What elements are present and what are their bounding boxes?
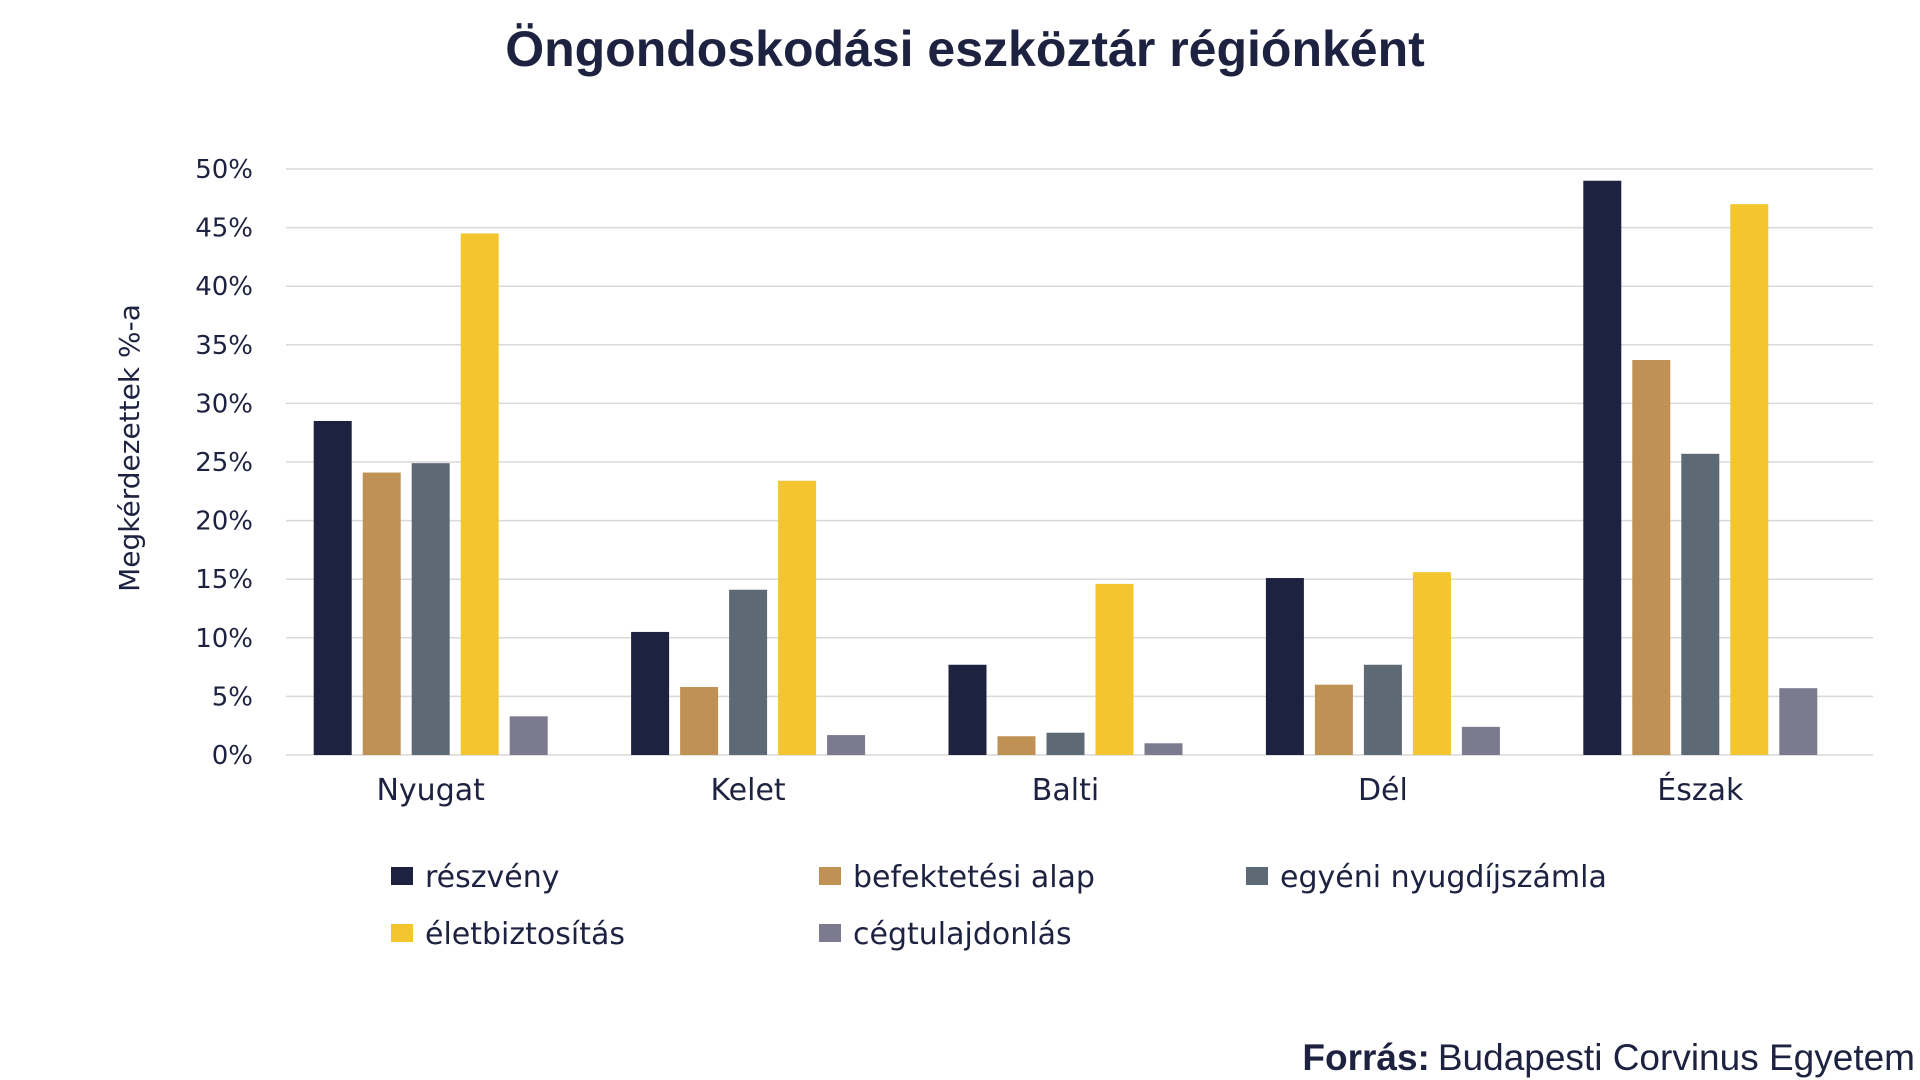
y-tick-label: 10% [195,624,253,654]
bars [313,180,1818,756]
x-category-label: Kelet [710,773,785,808]
bar [1363,664,1402,755]
bar [1779,688,1818,755]
source-text: Budapesti Corvinus Egyetem [1438,1037,1915,1078]
bar [827,735,866,755]
y-tick-label: 5% [212,682,253,712]
bar [1095,583,1134,755]
bar [362,472,401,755]
legend-swatch [819,867,841,885]
legend-label: részvény [425,860,560,895]
bar [1144,743,1183,755]
source-label: Forrás: [1302,1037,1429,1078]
y-tick-label: 30% [195,389,253,419]
legend-label: életbiztosítás [425,917,625,952]
x-category-label: Balti [1032,773,1099,808]
bar [1632,360,1671,755]
bar [948,664,987,755]
y-axis-ticks: 0% 5% 10% 15% 20% 25% 30% 35% 40% 45% 50% [195,155,253,771]
y-tick-label: 15% [195,565,253,595]
y-tick-label: 45% [195,214,253,244]
y-tick-label: 25% [195,448,253,478]
bar [411,463,450,755]
y-tick-label: 50% [195,155,253,185]
legend-swatch [1246,867,1268,885]
source-note: Forrás: Budapesti Corvinus Egyetem [1302,1037,1915,1078]
x-axis-categories: Nyugat Kelet Balti Dél Észak [376,772,1743,808]
bar [997,736,1036,755]
bar [1265,578,1304,755]
bar [460,233,499,755]
legend-label: cégtulajdonlás [853,917,1072,952]
bar [1412,572,1451,755]
bar [1583,180,1622,756]
y-tick-label: 40% [195,272,253,302]
y-tick-label: 35% [195,331,253,361]
legend-swatch [391,867,413,885]
y-tick-label: 20% [195,507,253,537]
chart-title: Öngondoskodási eszköztár régiónként [505,21,1425,77]
bar [1046,732,1085,755]
bar [631,631,670,755]
legend-swatch [819,924,841,942]
legend-swatch [391,924,413,942]
bar [1730,204,1769,755]
bar [778,480,817,755]
bar [313,420,352,755]
x-category-label: Dél [1358,773,1408,808]
legend-label: egyéni nyugdíjszámla [1280,860,1607,895]
bar [1314,684,1353,755]
legend: részvény befektetési alap egyéni nyugdíjsz… [391,860,1607,952]
x-category-label: Nyugat [376,773,485,808]
bar [729,589,768,755]
bar [1461,726,1500,755]
bar [1681,453,1720,755]
legend-label: befektetési alap [853,860,1095,895]
bar [509,716,548,755]
bar [680,687,719,755]
y-tick-label: 0% [212,741,253,771]
y-axis-title: Megkérdezettek %-a [113,304,146,592]
x-category-label: Észak [1657,772,1744,808]
